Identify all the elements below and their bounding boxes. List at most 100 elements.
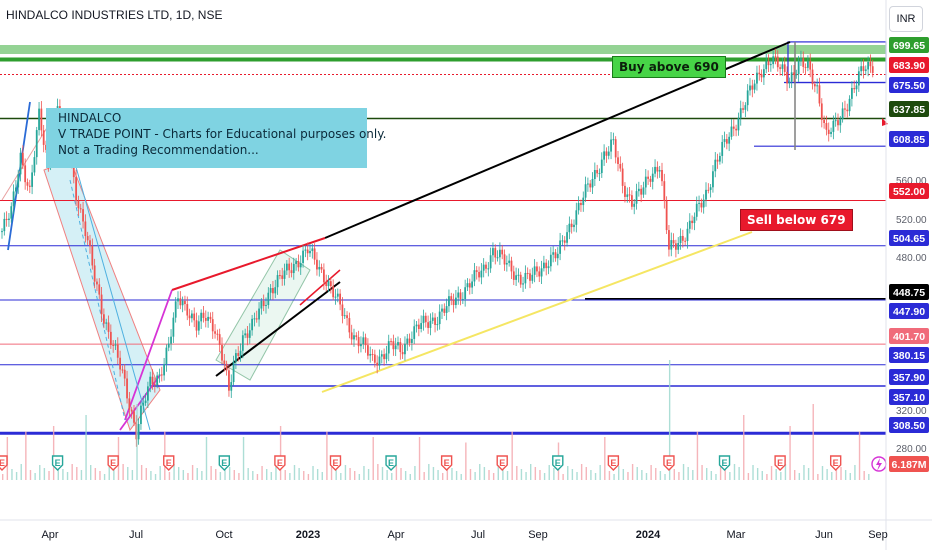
candle-body xyxy=(360,344,362,347)
earnings-marker: E xyxy=(385,455,397,471)
volume-bar xyxy=(747,473,750,480)
candle-body xyxy=(677,243,680,250)
candle-body xyxy=(598,173,601,175)
candle-body xyxy=(663,181,666,201)
volume-bar xyxy=(553,468,555,480)
earnings-marker-label: E xyxy=(610,458,616,468)
candle-body xyxy=(320,266,323,270)
volume-bar xyxy=(854,465,856,480)
price-level-tag-label: 357.90 xyxy=(893,372,925,384)
candle-body xyxy=(295,261,298,264)
x-tick-label: Mar xyxy=(727,529,746,541)
candle-body xyxy=(647,176,650,179)
earnings-marker-label: E xyxy=(388,458,394,468)
volume-bar xyxy=(20,464,22,480)
volume-bar xyxy=(367,469,370,480)
volume-bar xyxy=(576,472,578,480)
volume-bar xyxy=(483,467,486,480)
volume-bar xyxy=(266,469,268,480)
candle-body xyxy=(390,341,392,343)
price-level-tag: 608.85 xyxy=(889,131,929,147)
upper-trendline xyxy=(171,237,326,291)
candle-body xyxy=(248,330,251,338)
volume-bar xyxy=(534,467,537,480)
candle-body xyxy=(786,71,788,84)
candle-body xyxy=(86,236,89,241)
earnings-marker: E xyxy=(107,455,119,471)
volume-bar xyxy=(849,473,851,480)
candle-body xyxy=(850,87,853,99)
candle-body xyxy=(237,353,240,356)
earnings-marker-label: E xyxy=(666,458,672,468)
volume-bar xyxy=(812,404,814,480)
candle-body xyxy=(869,61,872,67)
candle-body xyxy=(489,255,492,269)
candle-body xyxy=(862,66,865,71)
candle-body xyxy=(788,81,791,84)
volume-bar xyxy=(173,464,175,480)
candle-body xyxy=(725,139,728,144)
candle-body xyxy=(401,352,404,355)
candle-body xyxy=(121,369,124,371)
candle-body xyxy=(707,189,710,191)
candle-body xyxy=(526,272,529,274)
candle-body xyxy=(580,202,582,206)
candle-body xyxy=(260,301,263,309)
volume-bar xyxy=(215,469,217,480)
price-level-tag-label: 552.00 xyxy=(893,186,925,198)
volume-bar xyxy=(386,470,388,480)
up-channel-zone xyxy=(215,249,311,381)
volume-bar xyxy=(868,474,870,480)
candle-body xyxy=(545,262,548,269)
candle-body xyxy=(642,187,645,195)
earnings-marker: E xyxy=(829,455,842,471)
candle-body xyxy=(563,240,566,243)
candle-body xyxy=(589,183,592,188)
earnings-marker-shape xyxy=(51,455,64,471)
volume-bar xyxy=(414,466,416,480)
earnings-marker-shape xyxy=(607,455,620,471)
candle-body xyxy=(410,338,413,343)
volume-bar xyxy=(687,467,689,480)
upper-trendline xyxy=(299,269,341,306)
volume-bar xyxy=(502,468,504,480)
candle-body xyxy=(364,337,367,346)
candle-body xyxy=(628,194,631,196)
price-level-tag-bg xyxy=(889,230,929,246)
candle-body xyxy=(378,356,381,366)
y-tick-label: 320.00 xyxy=(896,406,927,417)
candle-body xyxy=(438,311,441,325)
volume-bar xyxy=(191,465,194,480)
candle-body xyxy=(156,375,159,386)
candle-body xyxy=(651,173,654,182)
x-tick-label: 2024 xyxy=(636,529,661,541)
candle-body xyxy=(452,299,455,306)
candle-body xyxy=(12,191,15,207)
currency-button[interactable]: INR xyxy=(889,6,923,32)
chart-title: HINDALCO INDUSTRIES LTD, 1D, NSE xyxy=(6,8,223,22)
candle-body xyxy=(297,261,300,268)
volume-bar xyxy=(756,468,759,480)
volume-bar xyxy=(400,468,402,480)
candle-body xyxy=(28,185,31,187)
candle-body xyxy=(387,341,390,354)
candle-body xyxy=(325,282,328,287)
price-level-tag: 357.90 xyxy=(889,369,929,385)
volume-bar xyxy=(719,466,722,480)
candle-body xyxy=(765,61,768,70)
volume-bar xyxy=(710,471,713,480)
candle-body xyxy=(730,126,733,137)
note-line: HINDALCO xyxy=(58,111,122,125)
price-level-tag-bg xyxy=(889,57,929,73)
volume-bar xyxy=(80,470,83,480)
volume-bar xyxy=(242,437,245,480)
volume-bar xyxy=(428,464,430,480)
candle-body xyxy=(10,206,13,219)
candle-body xyxy=(461,298,464,300)
candle-body xyxy=(98,284,101,295)
volume-bar xyxy=(145,468,147,480)
candle-body xyxy=(505,262,508,265)
volume-bar xyxy=(256,474,259,480)
